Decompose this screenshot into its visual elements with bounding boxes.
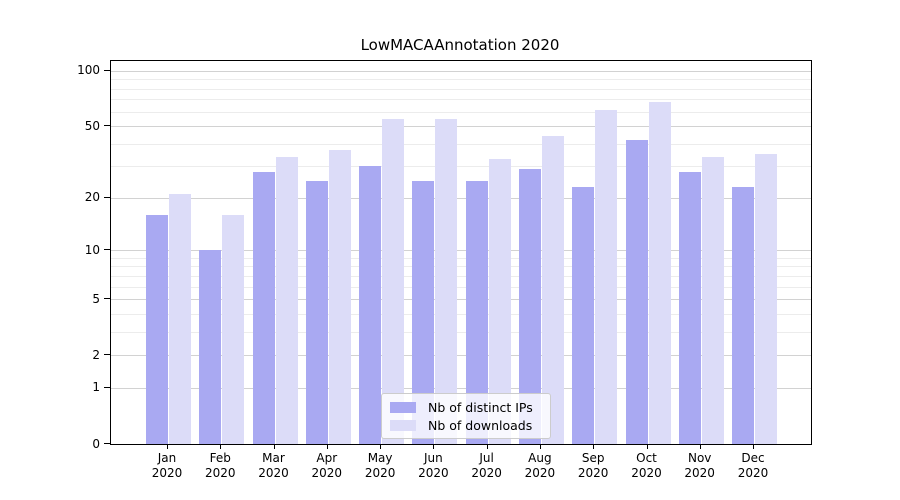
bar-downloads-nov <box>701 156 724 444</box>
y-tick-mark-5 <box>104 298 110 300</box>
bar-downloads-oct <box>648 101 671 444</box>
y-tick-label-50: 50 <box>84 118 100 133</box>
gridline-y-60 <box>111 111 811 113</box>
legend-swatch-downloads <box>390 419 416 431</box>
bar-downloads-aug <box>541 136 564 444</box>
x-tick-label-jun: Jun 2020 <box>418 451 449 480</box>
x-tick-label-jan: Jan 2020 <box>151 451 183 480</box>
bar-downloads-apr <box>328 149 351 444</box>
y-tick-label-1: 1 <box>92 380 100 395</box>
legend-label-downloads: Nb of downloads <box>428 417 533 433</box>
x-tick-mark-dec <box>753 444 754 449</box>
bar-distinct-ips-jan <box>146 214 168 444</box>
bar-distinct-ips-apr <box>305 180 328 444</box>
gridline-y-1 <box>111 387 811 389</box>
bar-distinct-ips-dec <box>732 187 754 444</box>
bar-downloads-mar <box>275 156 298 444</box>
y-tick-label-0: 0 <box>92 436 100 451</box>
x-tick-label-apr: Apr 2020 <box>311 451 343 480</box>
x-tick-mark-aug <box>539 444 541 449</box>
x-tick-label-oct: Oct 2020 <box>631 451 662 480</box>
gridline-y-6 <box>111 286 811 288</box>
bar-downloads-jun <box>435 118 458 444</box>
bar-downloads-feb <box>222 214 245 444</box>
gridline-y-10 <box>111 250 811 252</box>
chart-title: LowMACAAnnotation 2020 <box>360 36 560 54</box>
y-tick-mark-10 <box>104 249 110 251</box>
x-tick-label-dec: Dec 2020 <box>737 451 769 480</box>
gridline-y-5 <box>111 299 811 301</box>
bar-distinct-ips-feb <box>199 250 222 444</box>
x-tick-label-nov: Nov 2020 <box>684 451 715 480</box>
y-tick-mark-0 <box>104 443 110 444</box>
x-tick-label-aug: Aug 2020 <box>524 451 556 480</box>
bar-downloads-dec <box>755 154 777 444</box>
x-tick-mark-may <box>380 444 382 449</box>
bar-distinct-ips-jun <box>412 180 435 444</box>
legend: Nb of distinct IPs Nb of downloads <box>381 393 551 439</box>
x-tick-mark-nov <box>699 444 701 449</box>
x-tick-mark-sep <box>593 444 595 449</box>
gridline-y-3 <box>111 331 811 333</box>
bar-downloads-jul <box>488 158 511 444</box>
plot-area: Nb of distinct IPs Nb of downloads <box>110 60 812 445</box>
gridline-y-7 <box>111 275 811 277</box>
x-tick-label-sep: Sep 2020 <box>577 451 609 480</box>
y-tick-label-5: 5 <box>92 291 100 306</box>
gridline-y-50 <box>111 126 811 127</box>
y-tick-label-20: 20 <box>84 190 100 205</box>
legend-label-distinct-ips: Nb of distinct IPs <box>428 399 533 415</box>
legend-item-distinct-ips: Nb of distinct IPs <box>382 400 550 415</box>
x-tick-mark-oct <box>646 444 648 449</box>
gridline-y-4 <box>111 313 811 315</box>
bar-downloads-jan <box>169 194 191 444</box>
y-tick-label-100: 100 <box>77 63 100 78</box>
y-tick-label-2: 2 <box>92 347 100 362</box>
y-tick-mark-20 <box>104 196 110 198</box>
gridline-y-90 <box>111 79 811 81</box>
x-tick-label-jul: Jul 2020 <box>471 451 502 480</box>
bar-distinct-ips-jul <box>465 180 488 444</box>
gridline-y-100 <box>111 70 811 72</box>
y-tick-mark-100 <box>104 69 110 71</box>
gridline-y-2 <box>111 355 811 357</box>
gridline-y-70 <box>111 99 811 101</box>
bar-distinct-ips-mar <box>252 171 275 444</box>
bar-downloads-may <box>382 118 405 444</box>
bar-distinct-ips-nov <box>678 171 701 444</box>
x-tick-mark-jan <box>167 444 168 449</box>
x-tick-label-feb: Feb 2020 <box>205 451 236 480</box>
gridline-y-9 <box>111 257 811 259</box>
legend-item-downloads: Nb of downloads <box>382 418 550 433</box>
x-tick-label-mar: Mar 2020 <box>258 451 289 480</box>
bar-distinct-ips-sep <box>572 187 595 444</box>
x-tick-mark-feb <box>220 444 222 449</box>
gridline-y-20 <box>111 197 811 199</box>
x-tick-label-may: May 2020 <box>364 451 396 480</box>
bar-distinct-ips-may <box>359 166 382 444</box>
x-tick-mark-mar <box>273 444 275 449</box>
bar-downloads-sep <box>595 110 618 444</box>
x-tick-mark-apr <box>326 444 328 449</box>
bar-distinct-ips-aug <box>518 169 541 444</box>
legend-swatch-distinct-ips <box>390 401 416 413</box>
gridline-y-30 <box>111 166 811 168</box>
x-tick-mark-jun <box>433 444 435 449</box>
bar-distinct-ips-oct <box>625 139 648 444</box>
gridline-y-8 <box>111 266 811 268</box>
y-tick-mark-1 <box>104 386 110 388</box>
y-tick-mark-2 <box>104 354 110 356</box>
y-tick-label-10: 10 <box>84 242 100 257</box>
gridline-y-80 <box>111 88 811 90</box>
gridline-y-40 <box>111 143 811 145</box>
y-tick-mark-50 <box>104 125 110 126</box>
x-tick-mark-jul <box>486 444 488 449</box>
